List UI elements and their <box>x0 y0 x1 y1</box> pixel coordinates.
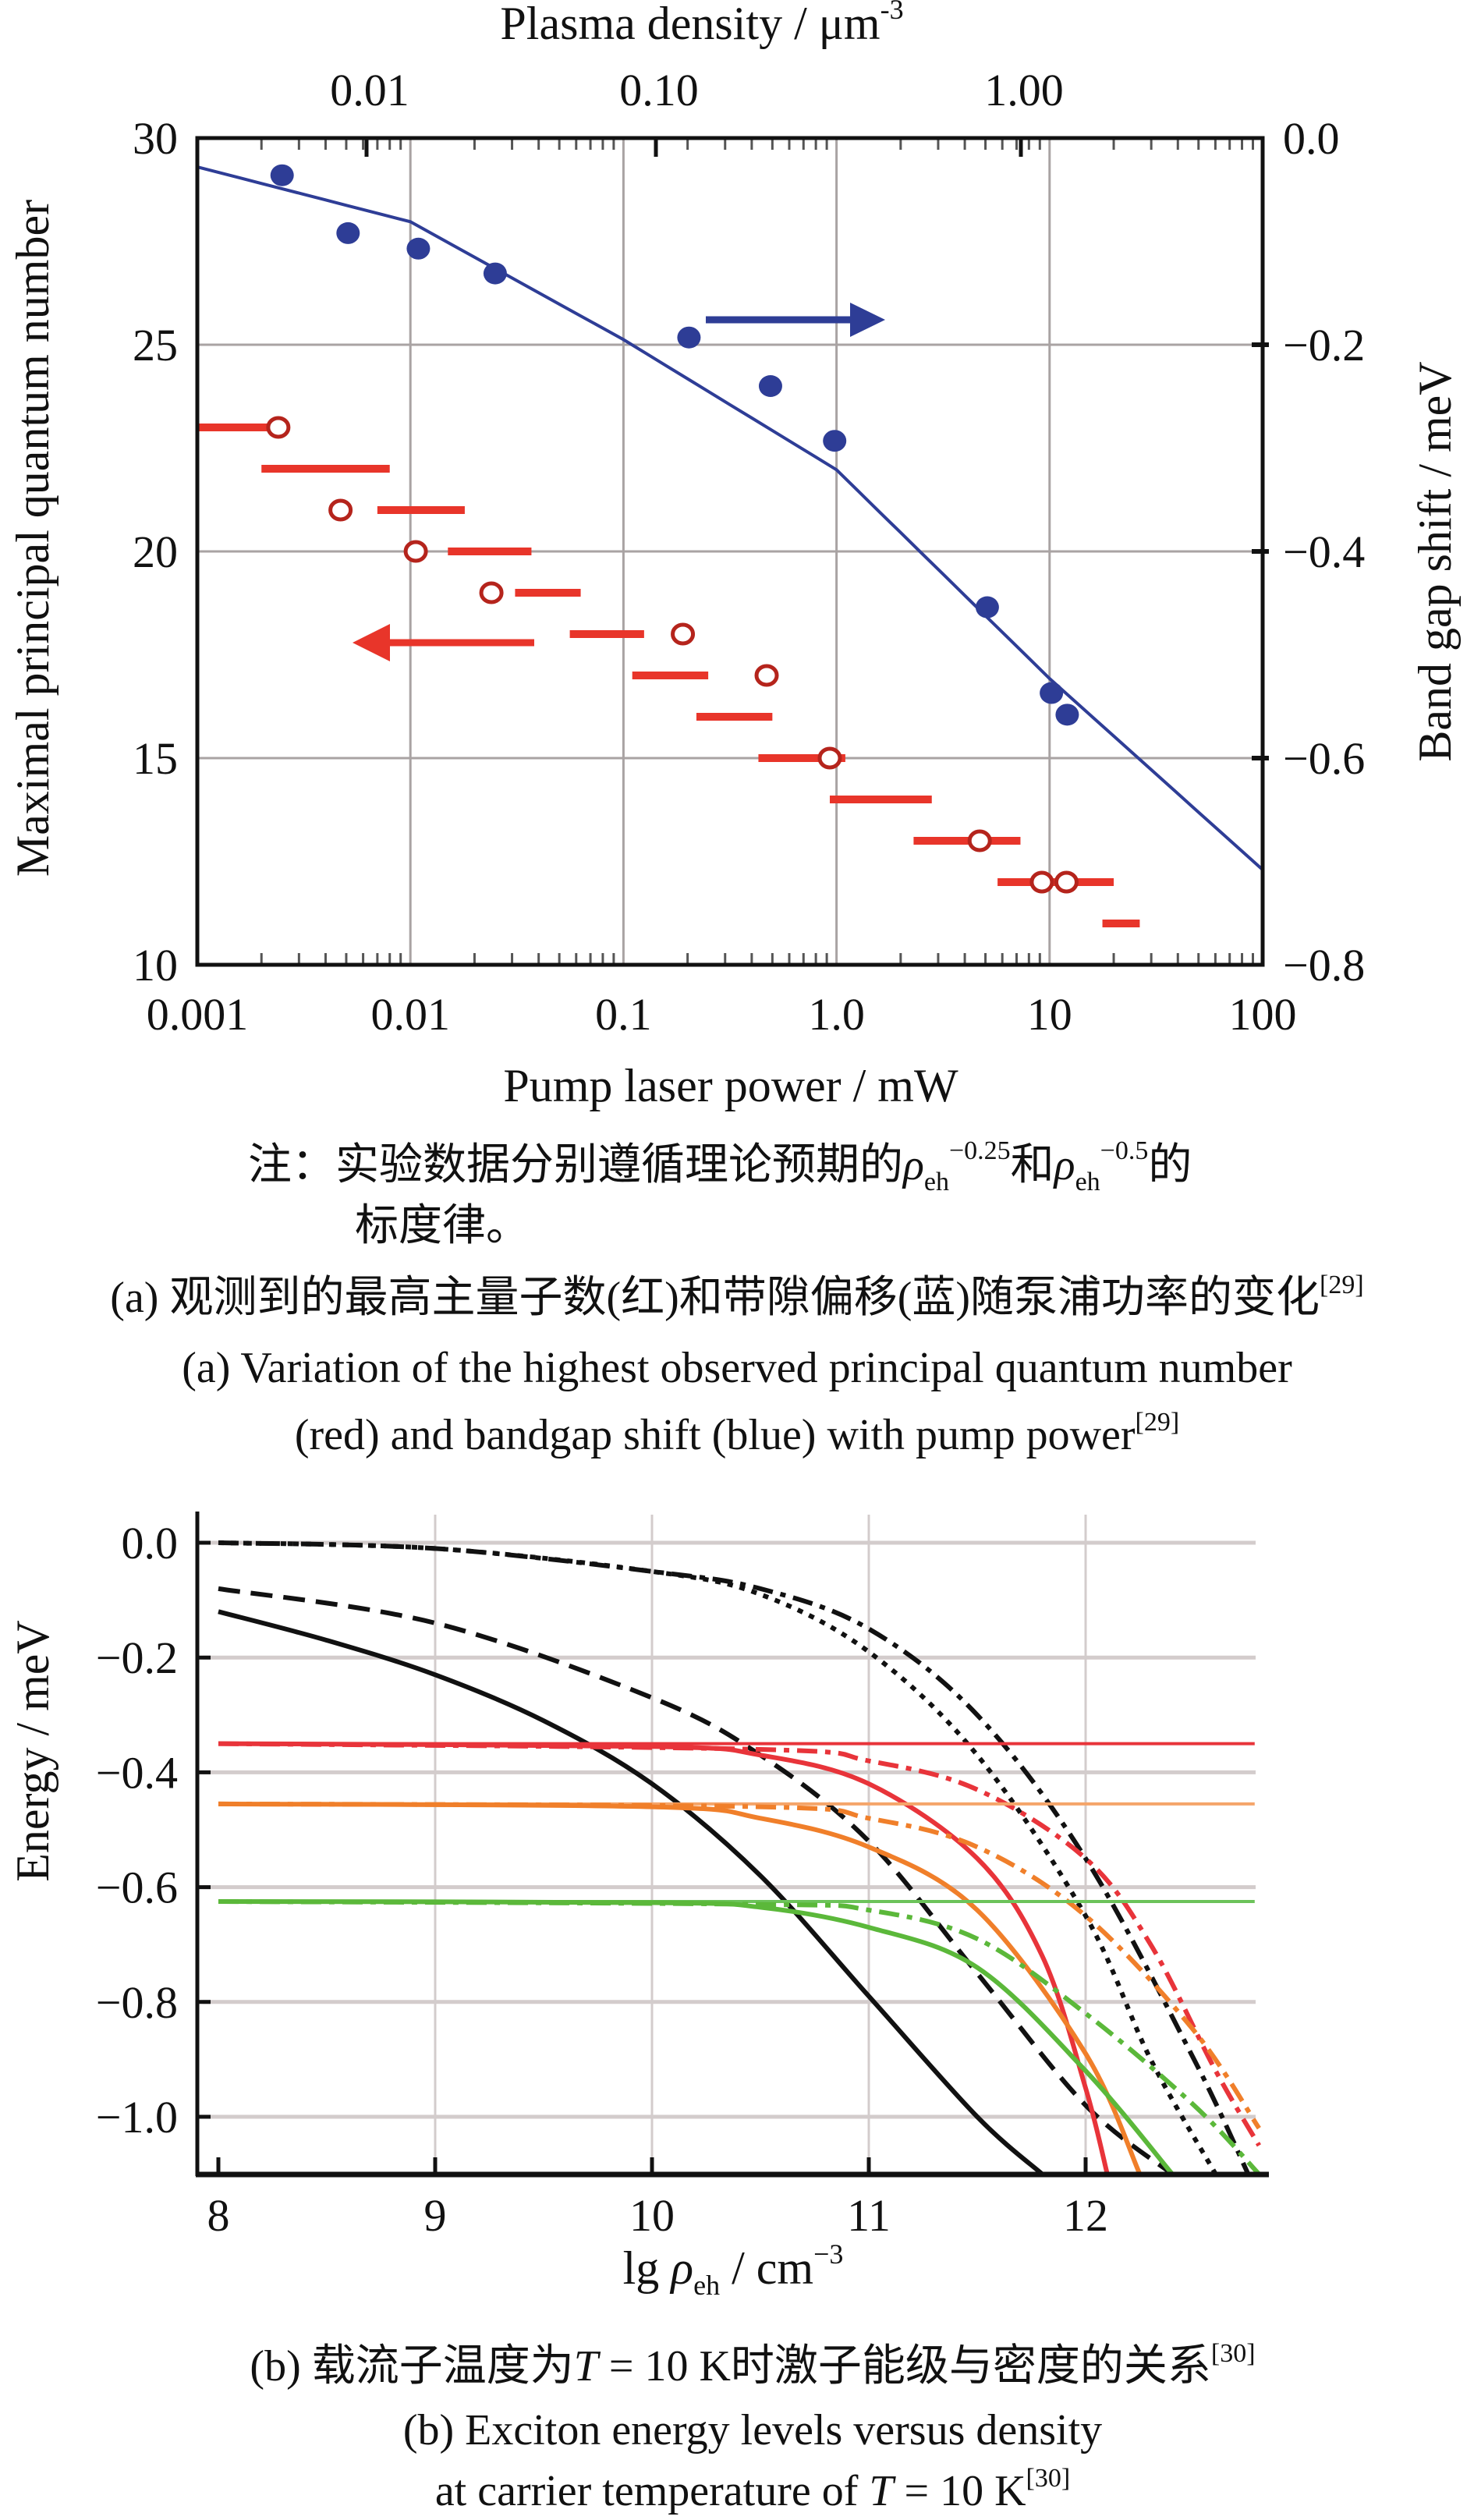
y2-tick-label: −0.6 <box>1283 733 1365 784</box>
right-axis-title: Band gap shift / meV <box>1409 361 1461 761</box>
panel-a-note-line1: 注：实验数据分别遵循理论预期的ρeh−0.25和ρeh−0.5的 <box>248 1136 1192 1196</box>
blue-arrowhead <box>850 303 885 337</box>
panel-a-note-line2: 标度律。 <box>355 1202 530 1250</box>
panel-b-caption-en-2: at carrier temperature of T = 10 K[30] <box>435 2464 1070 2515</box>
energy-curve-dashed <box>218 1586 1175 2176</box>
quantum-number-circle <box>403 540 428 563</box>
panel-a-marks <box>197 164 1264 927</box>
panel-a-caption-en-1: (a) Variation of the highest observed pr… <box>182 1344 1292 1392</box>
band-gap-point <box>823 430 847 452</box>
quantum-number-circle <box>754 664 779 687</box>
y-tick-label: −1.0 <box>96 2092 178 2143</box>
band-gap-fit-curve <box>197 165 1264 871</box>
panel-b-x-axis-title: lg ρeh / cm−3 <box>623 2238 844 2301</box>
y-tick-label: −0.8 <box>96 1977 178 2028</box>
panel-b-labels: 8 9 10 11 12 0.0 −0.2 −0.4 −0.6 −0.8 −1.0 <box>96 1518 1108 2241</box>
band-gap-point <box>483 262 507 285</box>
x-tick-label: 8 <box>207 2190 230 2241</box>
quantum-number-circle <box>266 416 291 439</box>
band-gap-point <box>758 375 782 397</box>
band-gap-point <box>406 237 431 260</box>
x-tick-label: 1.0 <box>808 989 865 1040</box>
y-tick-label: −0.6 <box>96 1863 178 1913</box>
y-tick-label: 0.0 <box>122 1518 179 1568</box>
quantum-number-circle <box>328 498 353 522</box>
x-tick-label: 12 <box>1063 2190 1108 2241</box>
quantum-number-circle <box>817 746 842 770</box>
quantum-number-circle <box>479 581 504 604</box>
band-gap-point <box>336 222 360 244</box>
band-gap-point <box>975 596 999 618</box>
x-tick-label: 11 <box>847 2190 891 2241</box>
top-x-tick-label: 1.00 <box>984 65 1064 115</box>
panel-a-chart: 0.001 0.01 0.1 1.0 10 100 30 25 20 15 10 0.0 −0.2 −0.… <box>7 0 1461 1459</box>
band-gap-point <box>677 326 701 349</box>
x-tick-label: 10 <box>629 2190 675 2241</box>
y2-tick-label: 0.0 <box>1283 113 1340 164</box>
top-x-tick-label: 0.10 <box>619 65 699 115</box>
panel-b-caption-en-1: (b) Exciton energy levels versus density <box>403 2406 1102 2454</box>
x-tick-label: 0.01 <box>370 989 450 1040</box>
band-gap-point <box>270 164 294 186</box>
x-tick-label: 100 <box>1229 989 1297 1040</box>
panel-a-frame <box>195 136 1265 967</box>
y2-tick-label: −0.8 <box>1283 940 1365 991</box>
quantum-number-circle <box>1054 870 1079 894</box>
y-tick-label: 30 <box>133 113 178 164</box>
panel-b-marks <box>218 1540 1261 2176</box>
panel-a-caption-cn: (a) 观测到的最高主量子数(红)和带隙偏移(蓝)随泵浦功率的变化[29] <box>110 1271 1363 1322</box>
x-tick-label: 0.1 <box>595 989 652 1040</box>
x-axis-title: Pump laser power / mW <box>503 1060 958 1111</box>
panel-a-labels: 0.001 0.01 0.1 1.0 10 100 30 25 20 15 10 0.0 −0.2 −0.… <box>133 65 1365 1040</box>
y-tick-label: −0.4 <box>96 1747 178 1798</box>
energy-curve-solid <box>218 1801 1143 2175</box>
quantum-number-circle <box>671 622 696 646</box>
left-axis-title: Maximal principal quantum number <box>7 200 58 877</box>
y2-tick-label: −0.2 <box>1283 320 1365 370</box>
quantum-number-circle <box>1029 870 1054 894</box>
energy-curve-dotted <box>218 1540 1218 2176</box>
quantum-number-circle <box>967 829 992 852</box>
panel-b-caption-cn: (b) 载流子温度为T = 10 K时激子能级与密度的关系[30] <box>250 2339 1255 2391</box>
panel-a-caption-en-2: (red) and bandgap shift (blue) with pump… <box>295 1408 1179 1459</box>
panel-b-grid <box>197 1515 1256 2174</box>
x-tick-label: 9 <box>424 2190 447 2241</box>
x-tick-label: 0.001 <box>147 989 249 1040</box>
top-axis-title: Plasma density / μm-3 <box>500 0 903 49</box>
energy-curve-solid <box>218 1609 1044 2176</box>
band-gap-point <box>1055 704 1079 726</box>
red-arrowhead <box>353 624 390 661</box>
panel-b-y-axis-title: Energy / meV <box>7 1620 58 1881</box>
panel-b-chart: 8 9 10 11 12 0.0 −0.2 −0.4 −0.6 −0.8 −1.0 lg ρeh /… <box>7 1512 1269 2515</box>
top-x-tick-label: 0.01 <box>330 65 409 115</box>
panel-a-grid <box>197 138 1269 965</box>
x-tick-label: 10 <box>1027 989 1072 1040</box>
energy-curve-dashdot <box>218 1741 1261 2147</box>
band-gap-point <box>1040 682 1064 704</box>
y2-tick-label: −0.4 <box>1283 526 1365 577</box>
energy-curve-dashdot <box>218 1801 1261 2130</box>
y-tick-label: 10 <box>133 940 178 991</box>
y-tick-label: −0.2 <box>96 1632 178 1683</box>
energy-curve-dashdot <box>218 1899 1261 2176</box>
y-tick-label: 20 <box>133 526 178 577</box>
y-tick-label: 15 <box>133 733 178 784</box>
y-tick-label: 25 <box>133 320 178 370</box>
